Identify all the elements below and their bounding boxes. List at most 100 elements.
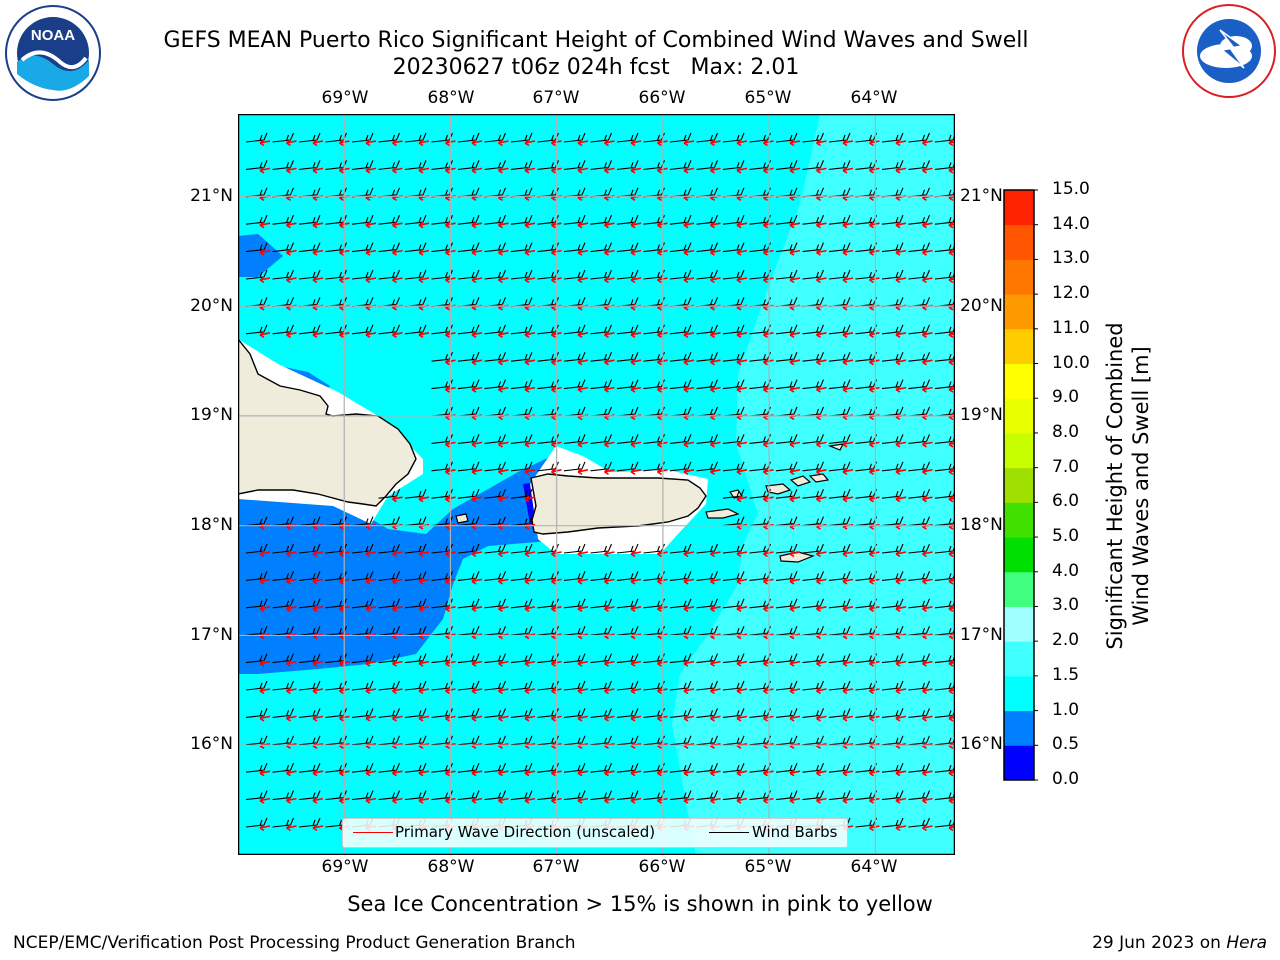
- wave-arrow: [498, 358, 509, 366]
- wind-barb: [616, 324, 639, 335]
- wave-arrow: [816, 796, 827, 804]
- wind-barb: [404, 324, 427, 335]
- wind-barb: [378, 324, 401, 335]
- wave-arrow: [630, 605, 642, 612]
- wind-barb: [431, 160, 454, 170]
- wave-arrow: [312, 605, 324, 612]
- wave-arrow: [683, 714, 695, 722]
- nws-logo-icon: [1182, 4, 1276, 98]
- legend-wave-label: Primary Wave Direction (unscaled): [395, 823, 656, 841]
- colorbar-title-line-2: Wind Waves and Swell [m]: [1129, 346, 1153, 626]
- wave-arrow: [842, 166, 854, 174]
- wave-arrow: [524, 687, 536, 695]
- wave-arrow: [736, 550, 748, 558]
- wave-arrow: [604, 687, 615, 695]
- wave-arrow: [524, 166, 536, 174]
- map-gridlines: [238, 114, 955, 855]
- colorbar-tick-label: 1.0: [1052, 699, 1080, 720]
- wind-barb: [802, 160, 825, 170]
- wave-arrow: [789, 659, 801, 667]
- wave-arrow: [789, 276, 801, 284]
- wave-arrow: [524, 358, 536, 366]
- wind-barb: [298, 160, 321, 170]
- wave-arrow: [869, 139, 880, 147]
- wave-arrow: [763, 769, 774, 777]
- wave-arrow: [816, 385, 827, 393]
- wave-arrow: [286, 577, 297, 585]
- map-title: GEFS MEAN Puerto Rico Significant Height…: [0, 27, 1192, 81]
- wave-arrow: [630, 468, 642, 475]
- wave-arrow: [418, 550, 430, 558]
- wave-arrow: [418, 248, 430, 256]
- wave-arrow: [789, 331, 801, 338]
- wave-arrow: [683, 769, 695, 777]
- wave-arrow: [736, 714, 748, 722]
- wave-arrow: [789, 166, 801, 174]
- wave-arrow: [895, 166, 907, 174]
- wave-arrow: [789, 605, 801, 612]
- wave-arrow: [710, 687, 721, 695]
- land-puerto-rico: [530, 473, 707, 535]
- lat-left-20n: 20°N: [190, 296, 233, 316]
- wave-arrow: [630, 166, 642, 174]
- wave-arrow: [498, 385, 509, 393]
- wave-arrow: [392, 769, 403, 777]
- lon-top-67w: 67°W: [532, 88, 580, 108]
- wave-arrow: [498, 166, 509, 174]
- wave-arrow: [392, 166, 403, 174]
- wave-arrow: [736, 276, 748, 284]
- wave-arrow: [710, 166, 721, 174]
- wave-arrow: [498, 605, 509, 612]
- wave-arrow: [710, 385, 721, 393]
- wave-arrow: [471, 385, 483, 393]
- wave-arrow: [710, 605, 721, 612]
- wave-arrow: [312, 577, 324, 585]
- wave-arrow: [869, 248, 880, 256]
- wave-arrow: [365, 550, 377, 558]
- colorbar-tick-label: 3.0: [1052, 595, 1080, 616]
- wave-arrow: [816, 276, 827, 284]
- wave-arrow: [816, 769, 827, 777]
- wind-barb: [404, 160, 427, 170]
- wave-arrow: [286, 796, 297, 804]
- colorbar-tick-label: 15.0: [1052, 179, 1090, 199]
- wave-arrow: [524, 440, 536, 448]
- noaa-logo-icon: NOAA: [5, 5, 101, 101]
- wave-arrow: [286, 659, 297, 667]
- wind-barb: [802, 324, 825, 335]
- wave-arrow: [895, 577, 907, 585]
- wind-barb: [272, 516, 295, 527]
- colorbar-band: [1004, 224, 1034, 260]
- wave-arrow: [471, 687, 483, 695]
- wave-arrow: [498, 440, 509, 448]
- wave-arrow: [922, 139, 933, 147]
- wave-arrow: [418, 605, 430, 612]
- wind-barb: [643, 324, 666, 335]
- wave-arrow: [816, 331, 827, 338]
- wave-arrow: [763, 550, 774, 558]
- wave-arrow: [816, 495, 827, 503]
- lon-top-66w: 66°W: [638, 88, 686, 108]
- wave-arrow: [259, 166, 271, 174]
- wave-arrow: [577, 796, 589, 804]
- colorbar-tick-label: 8.0: [1052, 421, 1080, 442]
- lat-right-17n: 17°N: [960, 625, 1003, 645]
- wave-arrow: [365, 166, 377, 174]
- map-frame: [238, 114, 955, 855]
- wave-arrow: [630, 550, 642, 558]
- wave-arrow: [471, 796, 483, 804]
- wave-arrow: [763, 687, 774, 695]
- colorbar-band: [1004, 537, 1034, 573]
- island-vieques: [705, 508, 740, 519]
- wave-arrow: [259, 221, 271, 229]
- wave-arrow: [312, 166, 324, 174]
- wave-arrow: [286, 139, 297, 147]
- wave-arrow: [418, 687, 430, 695]
- wave-arrow: [471, 358, 483, 366]
- wave-arrow: [816, 659, 827, 667]
- colorbar-tick-label: 12.0: [1052, 283, 1090, 304]
- wave-arrow: [418, 796, 430, 804]
- wave-arrow: [524, 221, 536, 229]
- wave-arrow: [312, 331, 324, 338]
- wave-arrow: [577, 714, 589, 722]
